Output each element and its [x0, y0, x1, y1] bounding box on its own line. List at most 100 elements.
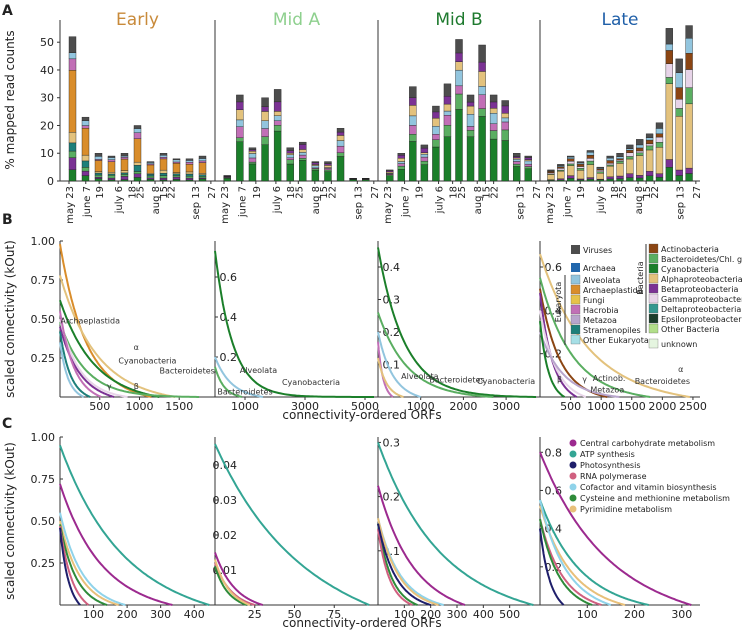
legend-label: Photosynthesis	[580, 461, 640, 470]
panel-a-bar-segment	[478, 71, 486, 87]
panel-a-bar-segment	[133, 125, 142, 129]
panel-a-bar-segment	[636, 147, 644, 152]
legend-label: ATP synthesis	[580, 450, 635, 459]
panel-a-xtick-label: aug 8	[473, 186, 484, 214]
panel-a-xtick-label: may 23	[65, 186, 76, 224]
panel-a-bar-segment	[198, 176, 207, 179]
panel-b-series-line	[539, 310, 587, 398]
panel-b-series-line	[59, 331, 91, 398]
panel-a-bar-segment	[133, 177, 142, 182]
panel-a-bar-segment	[94, 160, 103, 172]
panel-b-xtick-label: 1000	[407, 400, 435, 413]
panel-a-bar-segment	[420, 156, 429, 162]
panel-a-bar-segment	[645, 145, 654, 151]
panel-a-xtick-label: may 23	[220, 186, 231, 224]
panel-a-bar-segment	[81, 170, 90, 176]
panel-c-series-line	[59, 445, 210, 606]
panel-b-annotation: β	[134, 382, 139, 391]
panel-a-bar-segment	[547, 174, 555, 180]
panel-a-bar-segment	[489, 94, 498, 103]
panel-a-bar-segment	[107, 157, 116, 160]
panel-a-bar-segment	[675, 175, 683, 182]
panel-a-bar-segment	[185, 162, 194, 165]
panel-a-bar-segment	[567, 160, 575, 165]
panel-a-bar-segment	[185, 160, 194, 163]
legend-label: Bacteroidetes/Chl. gr.	[661, 255, 742, 264]
legend-marker	[569, 461, 577, 469]
panel-a-bar-segment	[311, 162, 320, 165]
panel-a-bar-segment	[455, 61, 463, 71]
panel-a-bar-segment	[665, 43, 673, 51]
legend-swatch	[648, 283, 659, 294]
panel-a-bar-segment	[512, 159, 521, 162]
panel-a-bar-segment	[665, 159, 673, 168]
panel-a-bar-segment	[397, 165, 406, 170]
panel-a-xtick-label: 19	[252, 186, 263, 199]
panel-a-bar-segment	[261, 97, 269, 107]
panel-a-bar-segment	[489, 130, 498, 140]
panel-a-bar-segment	[586, 160, 595, 165]
panel-a-bar-segment	[146, 161, 155, 163]
panel-a-title: Mid B	[435, 10, 482, 30]
panel-b-annotation: γ	[582, 375, 587, 384]
taxonomy-legend: Viruses Archaea AlveolataArchaeplastidaFun…	[554, 243, 742, 349]
panel-b-ytick-label: 0.6	[545, 261, 563, 274]
panel-a-bar-segment	[248, 161, 257, 165]
legend-marker	[569, 439, 577, 447]
panel-a-bar-segment	[94, 178, 103, 182]
panel-a-xtick-label: may 23	[545, 186, 556, 224]
panel-a-bar-segment	[576, 163, 585, 167]
panel-b-ytick-label: 0.25	[31, 352, 56, 365]
panel-a-bar-segment	[606, 155, 614, 159]
panel-a-bar-segment	[489, 101, 498, 109]
panel-a-bar-segment	[362, 179, 370, 182]
panel-c-series-line	[59, 525, 90, 606]
legend-label: Fungi	[583, 296, 605, 305]
panel-c-xtick-label: 400	[184, 608, 205, 621]
panel-a-xtick-label: july 6	[596, 186, 607, 214]
panel-a-bar-segment	[120, 170, 129, 174]
legend-label: Hacrobia	[583, 306, 619, 315]
panel-a-bar-segment	[606, 157, 614, 161]
panel-a-bar-segment	[606, 162, 614, 166]
panel-a-bar-segment	[311, 169, 320, 182]
panel-b-xtick-label: 1000	[231, 400, 259, 413]
legend-label: Metazoa	[583, 316, 617, 325]
panel-a-bar-segment	[586, 158, 595, 162]
panel-a-bar-segment	[185, 177, 194, 181]
panel-a-bar-segment	[478, 108, 486, 117]
panel-c-ytick-label: 1.00	[31, 431, 56, 444]
panel-a-bar-segment	[586, 164, 595, 178]
panel-a-bar-segment	[586, 150, 595, 153]
panel-a-xtick-label: june 7	[562, 186, 573, 218]
panel-a-xtick-label: june 7	[401, 186, 412, 218]
panel-a-bar-segment	[248, 150, 257, 154]
panel-a-bar-segment	[576, 170, 585, 180]
panel-a-bar-segment	[107, 177, 116, 181]
panel-a-bar-segment	[336, 128, 345, 133]
panel-a-bar-segment	[655, 147, 664, 174]
panel-b-xtick-label: 500	[560, 400, 581, 413]
panel-a-bar-segment	[501, 112, 509, 119]
panel-a-bar-segment	[665, 28, 673, 45]
panel-a-title: Mid A	[273, 10, 321, 30]
panel-a-bar-segment	[512, 163, 521, 167]
legend-marker	[569, 494, 577, 502]
legend-group-label: Bacteria	[636, 261, 645, 294]
panel-a-bar-segment	[94, 156, 103, 160]
panel-c-ytick-label: 0.6	[545, 484, 563, 497]
panel-a-bar-segment	[557, 164, 565, 167]
panel-b-series-line	[214, 250, 374, 398]
panel-a-bar-segment	[299, 154, 307, 159]
panel-a-bar-segment	[443, 83, 452, 97]
panel-a-bar-segment	[432, 126, 440, 135]
legend-label: Betaproteobacteria	[661, 285, 738, 294]
panel-c-ytick-label: 0.50	[31, 515, 56, 528]
panel-a-bar-segment	[455, 109, 463, 182]
legend-swatch	[648, 263, 659, 274]
panel-a-bar-segment	[68, 157, 77, 170]
legend-swatch	[648, 323, 659, 334]
panel-a-bar-segment	[524, 166, 532, 169]
